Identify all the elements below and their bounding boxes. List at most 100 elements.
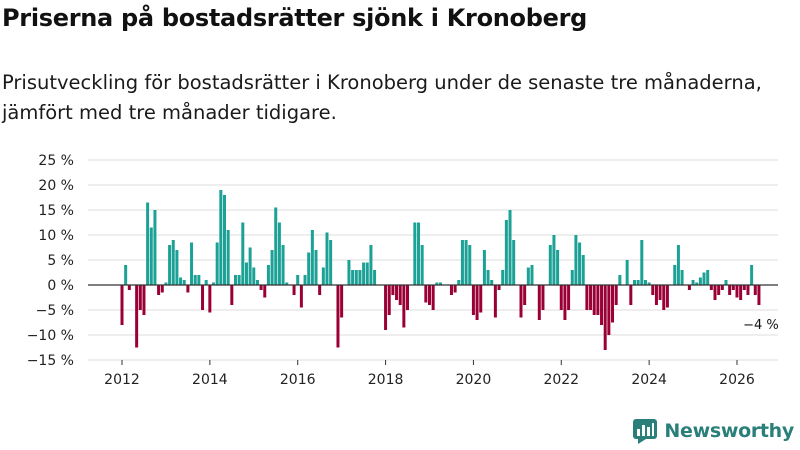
y-tick-label: −10 % [27,328,74,344]
bar [673,265,677,285]
bar [310,230,314,285]
bar [640,240,644,285]
bar [508,210,512,285]
bar [691,280,695,285]
x-tick-label: 2020 [456,372,492,388]
bar [746,285,750,295]
bar [296,275,300,285]
bar [340,285,344,318]
bar [504,220,508,285]
x-tick-label: 2012 [104,372,140,388]
bar [329,240,333,285]
bar [530,265,534,285]
bar [614,285,618,305]
bar [589,285,593,310]
bar [149,227,153,285]
bar [479,285,483,313]
bar [281,245,285,285]
bar [120,285,124,325]
bar [680,270,684,285]
bar [512,240,516,285]
bar [706,270,710,285]
bar [365,262,369,285]
bar-chart: −15 % −10 % −5 % 0 % 5 % 10 % 15 % 20 % 25 % 2012… [27,153,779,388]
bar [292,285,296,295]
bar [201,285,205,310]
chart-subtitle: Prisutveckling för bostadsrätter i Krono… [2,71,762,124]
bar [190,242,194,285]
bar [497,285,501,290]
bar [427,285,431,305]
bar [654,285,658,305]
bar [449,285,453,295]
x-tick-label: 2014 [192,372,228,388]
bar [142,285,146,315]
bar [556,250,560,285]
bar [578,242,582,285]
bar [354,270,358,285]
bar [596,285,600,315]
bar [563,285,567,320]
bar [314,250,318,285]
y-tick-label: 15 % [38,203,74,219]
bar [698,277,702,285]
y-tick-label: −5 % [36,303,74,319]
bar [146,202,150,285]
bar [486,270,490,285]
bar [351,270,355,285]
bar [574,235,578,285]
bar [307,252,311,285]
bar [695,282,699,285]
bar [735,285,739,298]
bar [135,285,139,348]
bar [457,280,461,285]
bar [384,285,388,330]
bar [259,285,263,290]
bar [362,262,366,285]
bar [567,285,571,310]
bar [647,282,651,285]
bar [241,222,245,285]
bar [325,232,329,285]
bar [413,222,417,285]
bar [603,285,607,350]
bar [373,270,377,285]
bar [336,285,340,348]
bar [175,250,179,285]
bar [208,285,212,313]
x-tick-label: 2018 [368,372,404,388]
bar [632,280,636,285]
bar [687,285,691,290]
bar [171,240,175,285]
bar [358,270,362,285]
x-tick-label: 2024 [631,372,667,388]
bar [157,285,161,295]
bar [665,285,669,308]
bar [431,285,435,310]
bar [742,285,746,290]
bar [223,195,226,285]
bar [464,240,468,285]
y-tick-label: 25 % [38,153,74,169]
bar [391,285,395,295]
y-tick-label: 10 % [38,228,74,244]
bar [285,282,289,285]
bar [482,250,486,285]
bar [541,285,545,310]
bar [552,235,556,285]
bar [274,207,278,285]
bar [658,285,662,300]
chart-title: Priserna på bostadsrätter sjönk i Kronob… [2,4,588,32]
bar [215,242,219,285]
newsworthy-logo: Newsworthy [632,418,794,444]
bar [124,265,128,285]
x-tick-label: 2016 [280,372,316,388]
bar [720,285,724,290]
bar [629,285,633,305]
last-value-annotation: −4 % [743,318,779,333]
bar [651,285,655,295]
bar [266,265,270,285]
bar [475,285,479,320]
bar [750,265,754,285]
bar [611,285,615,323]
